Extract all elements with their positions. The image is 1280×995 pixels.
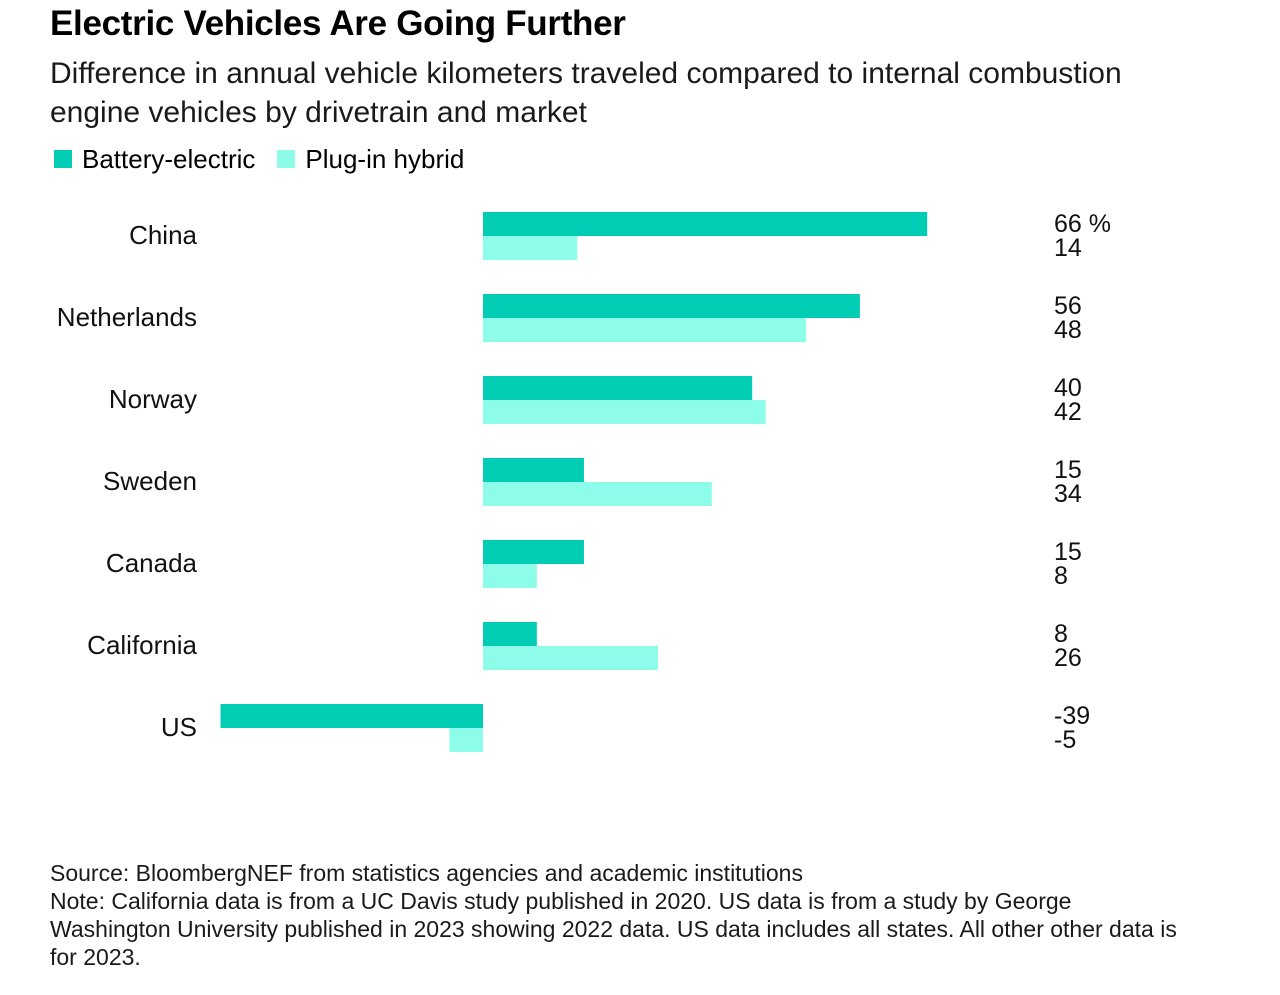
value-label-battery-electric-us: -39	[1054, 702, 1090, 730]
legend-label-battery-electric: Battery-electric	[82, 143, 256, 174]
value-label-plug-in-hybrid-sweden: 34	[1054, 480, 1082, 508]
chart-footer: Source: BloombergNEF from statistics age…	[50, 859, 1180, 971]
source-note: Source: BloombergNEF from statistics age…	[50, 860, 803, 886]
category-label-norway: Norway	[109, 384, 197, 414]
value-label-battery-electric-norway: 40	[1054, 374, 1082, 402]
category-label-netherlands: Netherlands	[57, 302, 197, 332]
legend-item-battery-electric: Battery-electric	[54, 144, 255, 175]
bar-plug-in-hybrid-us	[449, 728, 483, 752]
value-label-plug-in-hybrid-china: 14	[1054, 234, 1082, 262]
value-label-battery-electric-netherlands: 56	[1054, 292, 1082, 320]
legend-swatch-plug-in-hybrid	[277, 150, 296, 168]
chart-title: Electric Vehicles Are Going Further	[50, 4, 626, 43]
category-label-us: US	[161, 712, 197, 742]
chart-subtitle: Difference in annual vehicle kilometers …	[50, 57, 1122, 129]
bar-battery-electric-us	[220, 704, 483, 728]
bar-plug-in-hybrid-canada	[483, 564, 537, 588]
bar-battery-electric-norway	[483, 376, 753, 400]
value-label-plug-in-hybrid-us: -5	[1054, 726, 1076, 754]
value-label-battery-electric-china: 66 %	[1054, 210, 1111, 238]
category-label-sweden: Sweden	[103, 466, 197, 496]
bar-battery-electric-china	[483, 212, 928, 236]
value-label-battery-electric-california: 8	[1054, 620, 1068, 648]
legend-label-plug-in-hybrid: Plug-in hybrid	[305, 143, 465, 174]
value-label-battery-electric-sweden: 15	[1054, 456, 1082, 484]
legend-item-plug-in-hybrid: Plug-in hybrid	[277, 144, 464, 175]
value-label-plug-in-hybrid-canada: 8	[1054, 562, 1068, 590]
legend: Battery-electric Plug-in hybrid	[54, 144, 486, 174]
value-label-plug-in-hybrid-netherlands: 48	[1054, 316, 1082, 344]
bar-plug-in-hybrid-netherlands	[483, 318, 807, 342]
bar-battery-electric-netherlands	[483, 294, 860, 318]
bar-plug-in-hybrid-norway	[483, 400, 766, 424]
bar-plug-in-hybrid-california	[483, 646, 658, 670]
value-label-battery-electric-canada: 15	[1054, 538, 1082, 566]
category-label-canada: Canada	[106, 548, 198, 578]
bar-battery-electric-sweden	[483, 458, 584, 482]
bar-battery-electric-california	[483, 622, 537, 646]
bar-battery-electric-canada	[483, 540, 584, 564]
bar-plug-in-hybrid-china	[483, 236, 578, 260]
category-label-china: China	[129, 220, 197, 250]
legend-swatch-battery-electric	[54, 150, 72, 168]
value-label-plug-in-hybrid-norway: 42	[1054, 398, 1082, 426]
data-note: Note: California data is from a UC Davis…	[50, 888, 1177, 970]
category-label-california: California	[87, 630, 197, 660]
bar-plug-in-hybrid-sweden	[483, 482, 712, 506]
value-label-plug-in-hybrid-california: 26	[1054, 644, 1082, 672]
